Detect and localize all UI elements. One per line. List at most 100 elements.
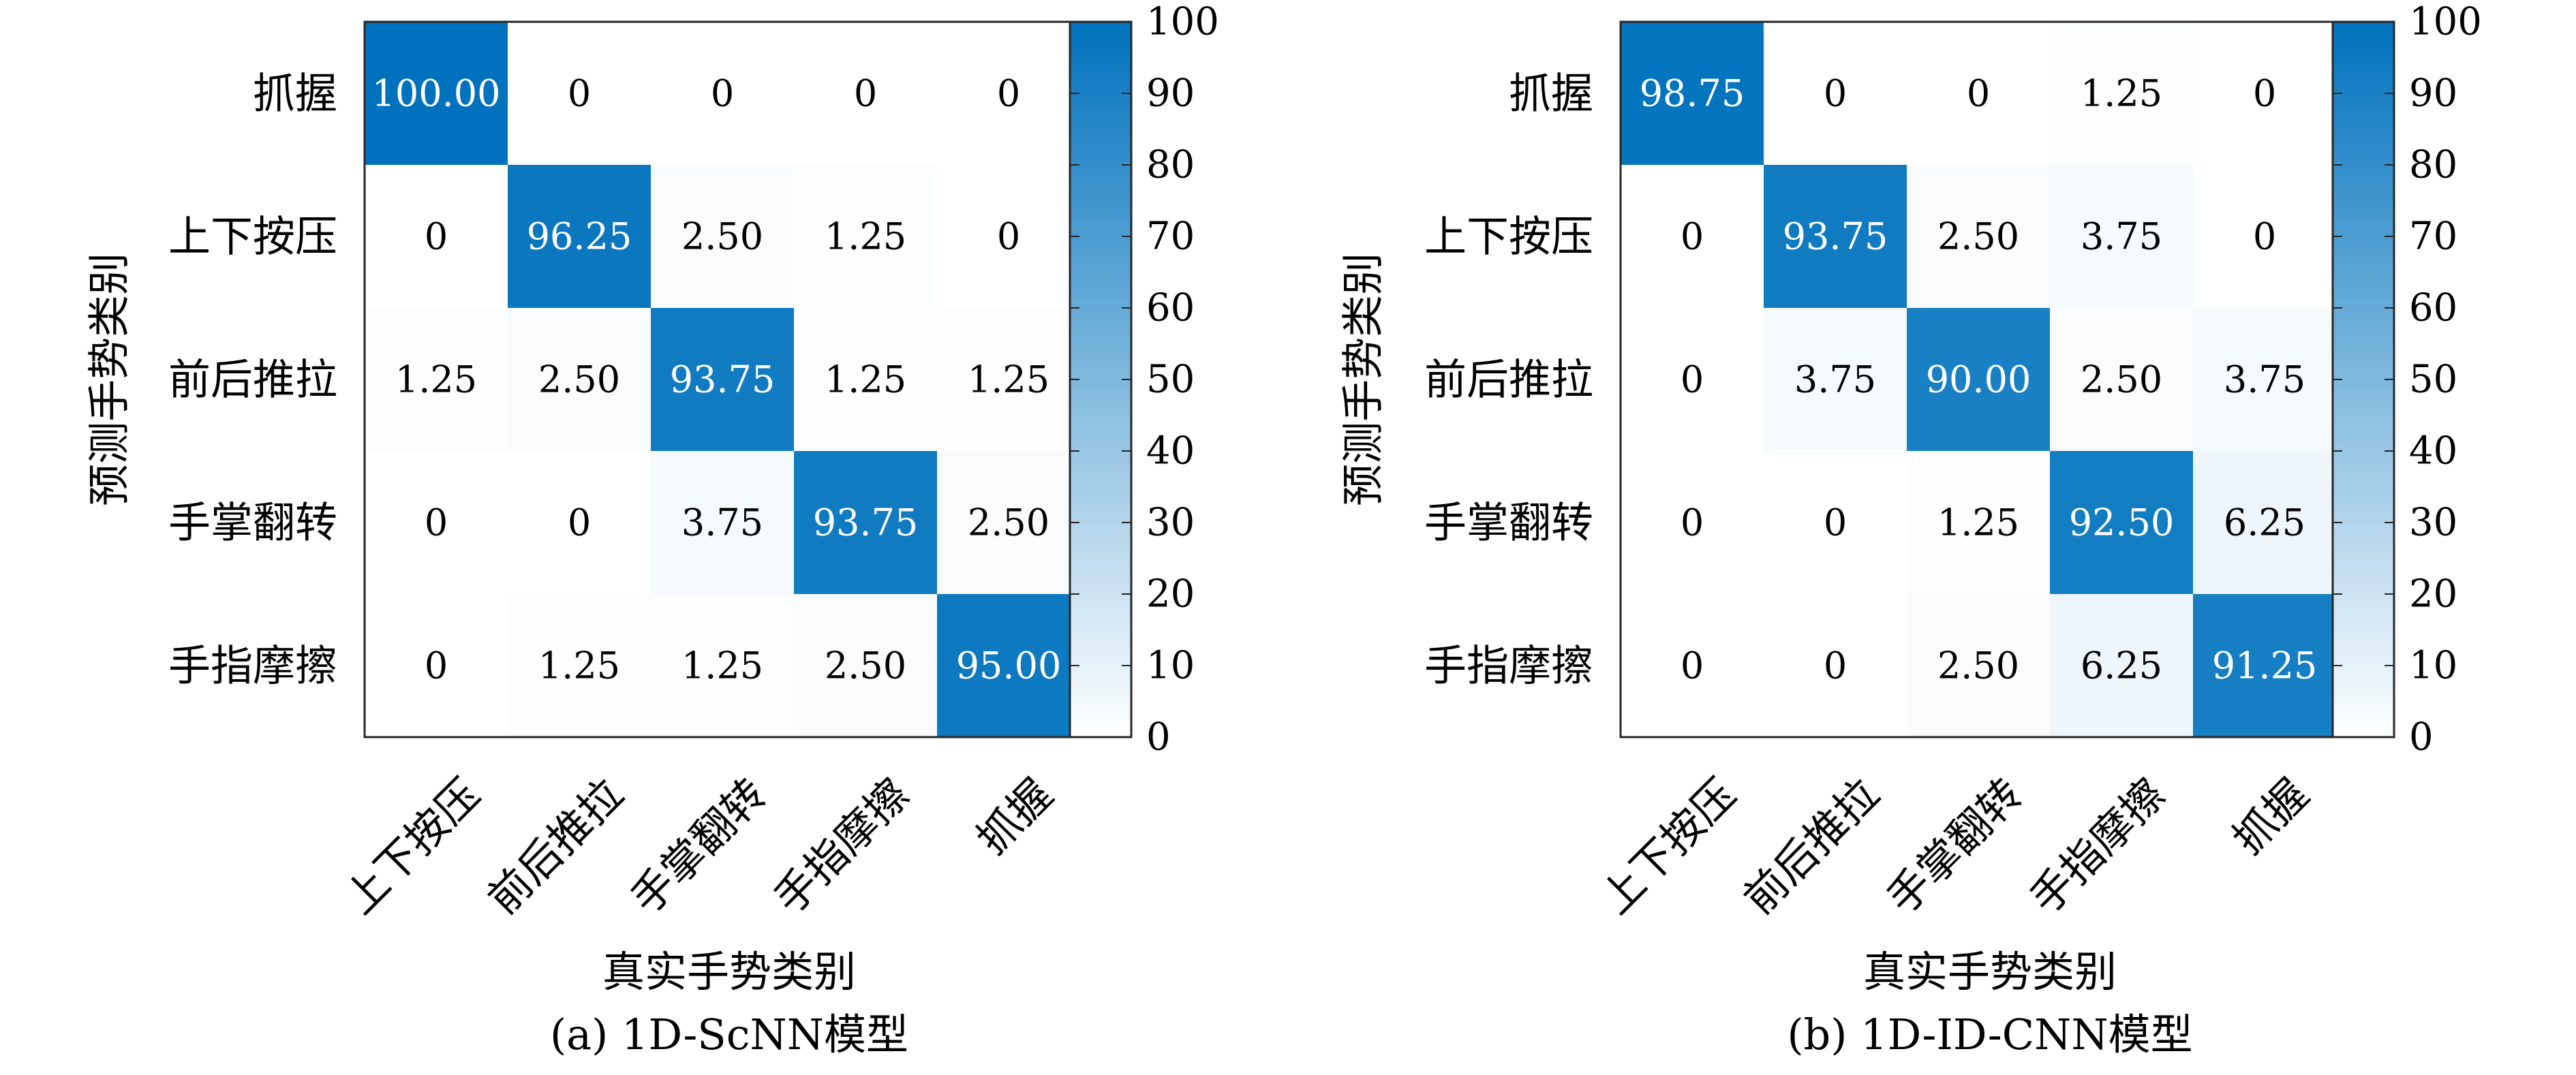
heatmap-cell [2050,594,2194,738]
heatmap-cell [2050,308,2194,452]
heatmap-cell [937,451,1081,595]
colorbar-tick-label: 20 [2409,572,2457,617]
heatmap-cell [1621,594,1764,738]
heatmap-cell [365,308,508,452]
x-tick-label: 抓握 [967,769,1062,864]
heatmap-cell [651,22,795,166]
heatmap-cell [1907,594,2051,738]
colorbar-tick-label: 80 [1146,143,1195,187]
heatmap-cell [651,451,795,595]
colorbar-tick-label: 0 [2409,715,2434,760]
cell-value-label: 93.75 [813,501,919,544]
cell-value-label: 0 [1967,72,1990,115]
heatmap-cell [1764,165,1907,309]
cell-value-label: 3.75 [2224,358,2305,401]
colorbar-tick-label: 0 [1146,715,1171,760]
heatmap-cell [2193,451,2337,595]
cell-value-label: 1.25 [681,644,763,687]
heatmap-cell [1764,22,1907,166]
cell-value-label: 1.25 [538,644,620,687]
y-tick-label: 前后推拉 [1424,355,1593,405]
heatmap-cell [1764,451,1907,595]
heatmap-cell [1907,451,2051,595]
heatmap-cell [794,451,938,595]
cell-value-label: 90.00 [1926,358,2031,401]
x-tick-label: 前后推拉 [1734,769,1888,924]
x-tick-label: 手指摩擦 [764,769,919,924]
x-axis-label: 真实手势类别 [1863,947,2117,997]
y-tick-label: 前后推拉 [168,355,337,405]
cell-value-label: 1.25 [968,358,1049,401]
cell-value-label: 3.75 [1794,358,1876,401]
colorbar-tick-label: 60 [2409,286,2457,330]
x-axis-label: 真实手势类别 [602,947,856,997]
cell-value-label: 0 [1681,501,1704,544]
colorbar-tick-label: 70 [2409,215,2457,259]
cell-value-label: 0 [1824,644,1847,687]
cell-value-label: 100.00 [372,72,501,115]
heatmap-cell [365,22,508,166]
confusion-matrix-panel-1: 100.00 0 0 0 0 0 96.25 2.50 1.25 0 1.25 2.50 93.75 1.… [85,0,1219,1059]
figure-caption: (b) 1D-ID-CNN模型 [1787,1010,2192,1059]
heatmap-cell [2193,22,2337,166]
colorbar-tick-label: 20 [1146,572,1195,617]
cell-value-label: 1.25 [1937,501,2019,544]
heatmap-cell [651,594,795,738]
heatmap-cell [2193,165,2337,309]
cell-value-label: 2.50 [538,358,620,401]
colorbar-tick-label: 100 [2409,0,2482,44]
x-tick-label: 上下按压 [335,769,489,924]
heatmap-cell [794,22,938,166]
colorbar-tick-label: 90 [2409,72,2457,116]
heatmap-cell [2193,594,2337,738]
cell-value-label: 0 [1681,358,1704,401]
heatmap-cell [508,451,651,595]
cell-value-label: 0 [1681,215,1704,258]
heatmap-cell [937,308,1081,452]
cell-value-label: 0 [1824,72,1847,115]
heatmap-cell [365,165,508,309]
heatmap-cell [365,451,508,595]
y-axis-label: 预测手势类别 [85,253,134,506]
colorbar-tick-label: 50 [2409,358,2457,402]
cell-value-label: 3.75 [681,501,763,544]
cell-value-label: 93.75 [1783,215,1888,258]
y-tick-label: 上下按压 [1424,212,1593,262]
cell-value-label: 0 [1824,501,1847,544]
heatmap-cell [794,594,938,738]
heatmap-cell [1621,165,1764,309]
y-tick-label: 手掌翻转 [1424,498,1593,548]
cell-value-label: 1.25 [825,215,906,258]
colorbar-tick-label: 30 [1146,501,1195,545]
heatmap-cell [651,308,795,452]
colorbar-tick-label: 80 [2409,143,2457,187]
cell-value-label: 2.50 [825,644,906,687]
cell-value-label: 1.25 [395,358,477,401]
colorbar-tick-label: 40 [2409,429,2457,473]
cell-value-label: 2.50 [681,215,763,258]
x-tick-label: 手掌翻转 [1877,769,2031,924]
cell-value-label: 91.25 [2212,644,2318,687]
cell-value-label: 1.25 [2081,72,2162,115]
heatmap-cell [1907,308,2051,452]
colorbar-tick-label: 50 [1146,358,1195,402]
y-tick-label: 抓握 [253,69,337,119]
heatmap-cell [1764,594,1907,738]
colorbar-tick-label: 10 [2409,644,2457,688]
colorbar-tick-label: 70 [1146,215,1195,259]
cell-value-label: 2.50 [1937,644,2019,687]
cell-value-label: 3.75 [2081,215,2162,258]
cell-value-label: 0 [425,501,448,544]
x-tick-label: 前后推拉 [478,769,632,924]
y-axis-label: 预测手势类别 [1338,253,1388,506]
colorbar-tick-label: 100 [1146,0,1219,44]
colorbar [1069,20,1133,738]
heatmap-cell [1907,22,2051,166]
colorbar-tick-label: 10 [1146,644,1195,688]
cell-value-label: 0 [711,72,734,115]
x-tick-label: 抓握 [2223,769,2318,864]
x-tick-label: 上下按压 [1591,769,1745,924]
heatmap-cell [2050,165,2194,309]
cell-value-label: 0 [997,72,1020,115]
heatmap-cell [508,308,651,452]
